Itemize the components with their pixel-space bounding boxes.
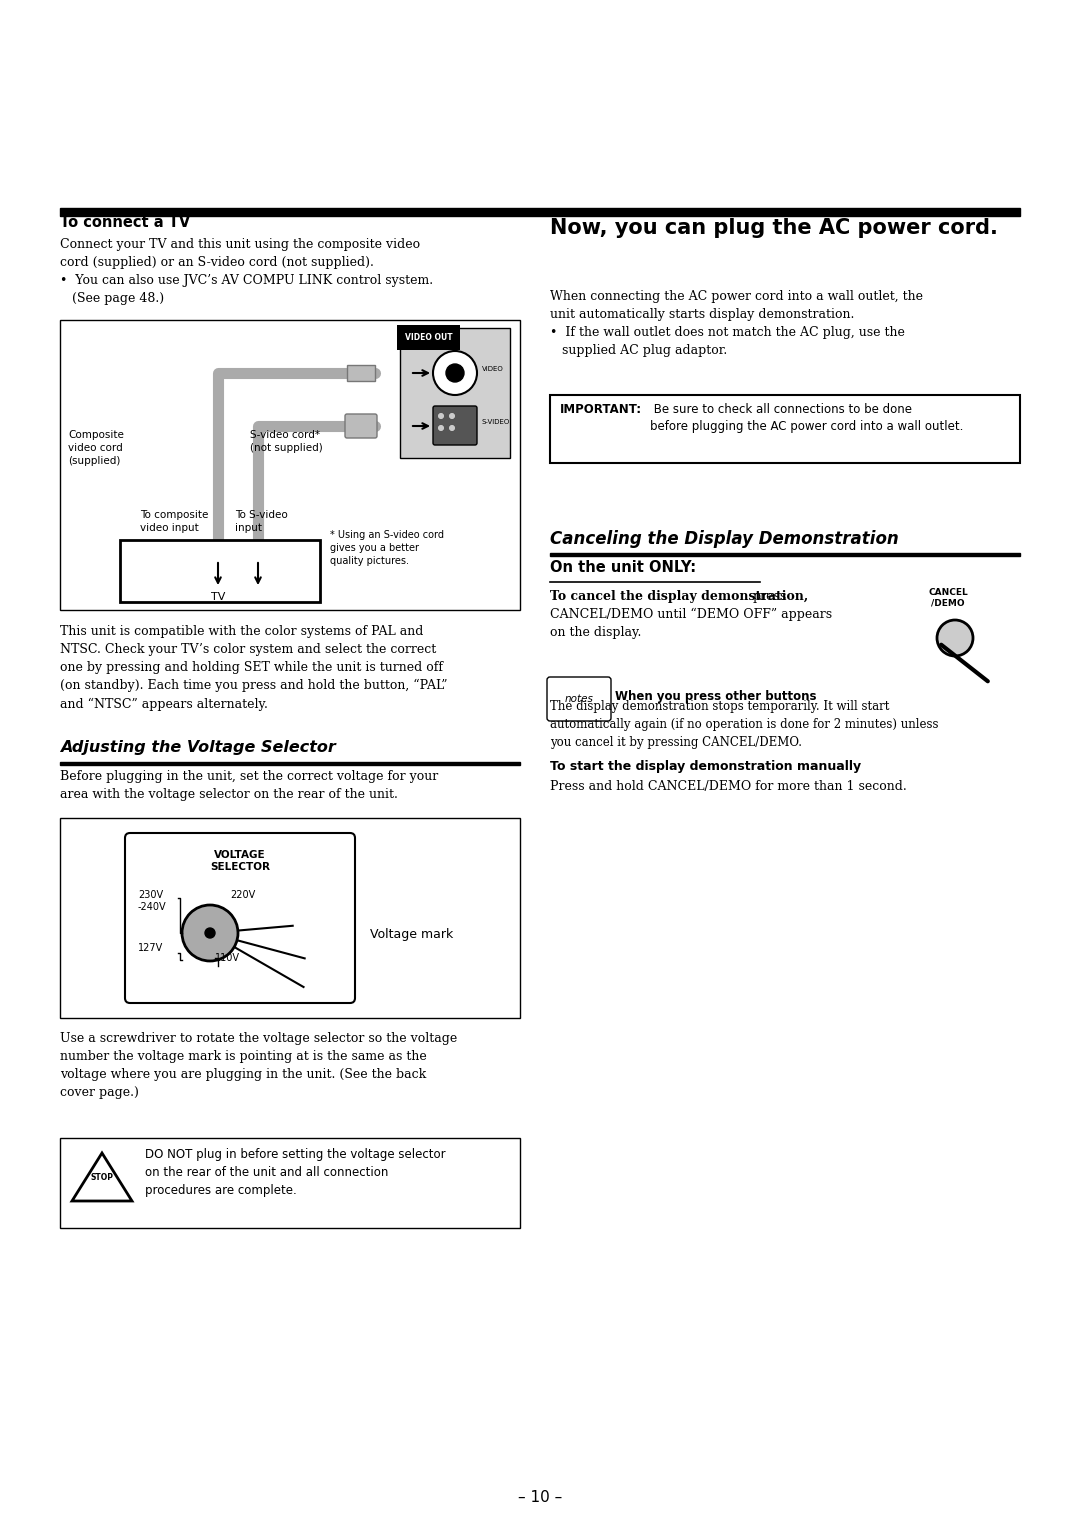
Circle shape [937, 619, 973, 656]
Text: IMPORTANT:: IMPORTANT: [561, 404, 643, 416]
Text: Be sure to check all connections to be done
before plugging the AC power cord in: Be sure to check all connections to be d… [650, 404, 963, 433]
Circle shape [438, 427, 443, 430]
Circle shape [205, 928, 215, 937]
Bar [60, 818, 519, 1018]
Circle shape [438, 414, 443, 417]
Text: 220V: 220V [230, 890, 255, 901]
Circle shape [433, 352, 477, 394]
Text: on the display.: on the display. [550, 625, 642, 639]
Text: – 10 –: – 10 – [518, 1489, 562, 1505]
Bar [120, 540, 320, 602]
Circle shape [450, 427, 454, 430]
Text: Press and hold CANCEL/DEMO for more than 1 second.: Press and hold CANCEL/DEMO for more than… [550, 780, 907, 794]
Bar [400, 329, 510, 459]
Text: To start the display demonstration manually: To start the display demonstration manua… [550, 760, 861, 774]
Text: S-VIDEO: S-VIDEO [482, 419, 510, 425]
Circle shape [438, 427, 443, 430]
Text: To connect a TV: To connect a TV [60, 216, 190, 229]
Circle shape [450, 414, 454, 417]
Circle shape [450, 414, 454, 417]
Text: Composite
video cord
(supplied): Composite video cord (supplied) [68, 430, 124, 466]
Text: 110V: 110V [215, 953, 240, 963]
Text: Canceling the Display Demonstration: Canceling the Display Demonstration [550, 531, 899, 547]
Circle shape [450, 414, 454, 417]
Text: Voltage mark: Voltage mark [370, 928, 454, 940]
Circle shape [438, 414, 443, 417]
Text: To cancel the display demonstration,: To cancel the display demonstration, [550, 590, 808, 602]
Text: To composite
video input: To composite video input [140, 511, 208, 534]
Text: Connect your TV and this unit using the composite video
cord (supplied) or an S-: Connect your TV and this unit using the … [60, 239, 433, 304]
Circle shape [450, 427, 454, 430]
Bar [550, 553, 1020, 555]
Circle shape [438, 414, 443, 417]
Text: 127V: 127V [138, 943, 163, 953]
Text: CANCEL/DEMO until “DEMO OFF” appears: CANCEL/DEMO until “DEMO OFF” appears [550, 609, 832, 621]
Bar [60, 761, 519, 764]
Circle shape [183, 905, 238, 962]
Circle shape [450, 427, 454, 430]
Circle shape [438, 427, 443, 430]
Text: Use a screwdriver to rotate the voltage selector so the voltage
number the volta: Use a screwdriver to rotate the voltage … [60, 1032, 457, 1099]
Text: VIDEO: VIDEO [482, 365, 503, 372]
Circle shape [438, 414, 443, 417]
Polygon shape [72, 1153, 132, 1200]
Text: notes: notes [565, 694, 593, 703]
Circle shape [446, 364, 464, 382]
Circle shape [450, 414, 454, 417]
FancyBboxPatch shape [345, 414, 377, 437]
Text: The display demonstration stops temporarily. It will start
automatically again (: The display demonstration stops temporar… [550, 700, 939, 749]
Bar [60, 1138, 519, 1228]
Text: STOP: STOP [91, 1173, 113, 1182]
Text: When connecting the AC power cord into a wall outlet, the
unit automatically sta: When connecting the AC power cord into a… [550, 291, 923, 356]
Bar [60, 208, 1020, 216]
Text: VIDEO OUT: VIDEO OUT [405, 333, 453, 342]
Text: 230V
-240V: 230V -240V [138, 890, 166, 911]
Text: VOLTAGE
SELECTOR: VOLTAGE SELECTOR [210, 850, 270, 872]
Bar [60, 320, 519, 610]
Circle shape [438, 427, 443, 430]
Bar [347, 365, 375, 381]
Text: Now, you can plug the AC power cord.: Now, you can plug the AC power cord. [550, 219, 998, 239]
FancyBboxPatch shape [433, 407, 477, 445]
Text: Before plugging in the unit, set the correct voltage for your
area with the volt: Before plugging in the unit, set the cor… [60, 771, 438, 801]
Text: This unit is compatible with the color systems of PAL and
NTSC. Check your TV’s : This unit is compatible with the color s… [60, 625, 447, 711]
Text: CANCEL
/DEMO: CANCEL /DEMO [928, 589, 968, 607]
Text: press: press [753, 590, 787, 602]
Text: When you press other buttons: When you press other buttons [615, 690, 816, 703]
Circle shape [450, 427, 454, 430]
Text: To S-video
input: To S-video input [235, 511, 287, 534]
FancyBboxPatch shape [546, 677, 611, 722]
Text: Adjusting the Voltage Selector: Adjusting the Voltage Selector [60, 740, 336, 755]
Text: On the unit ONLY:: On the unit ONLY: [550, 560, 697, 575]
Text: DO NOT plug in before setting the voltage selector
on the rear of the unit and a: DO NOT plug in before setting the voltag… [145, 1148, 446, 1197]
Text: TV: TV [211, 592, 226, 602]
Bar [550, 394, 1020, 463]
Text: * Using an S-video cord
gives you a better
quality pictures.: * Using an S-video cord gives you a bett… [330, 531, 444, 566]
FancyBboxPatch shape [125, 833, 355, 1003]
Text: S-video cord*
(not supplied): S-video cord* (not supplied) [249, 430, 323, 453]
